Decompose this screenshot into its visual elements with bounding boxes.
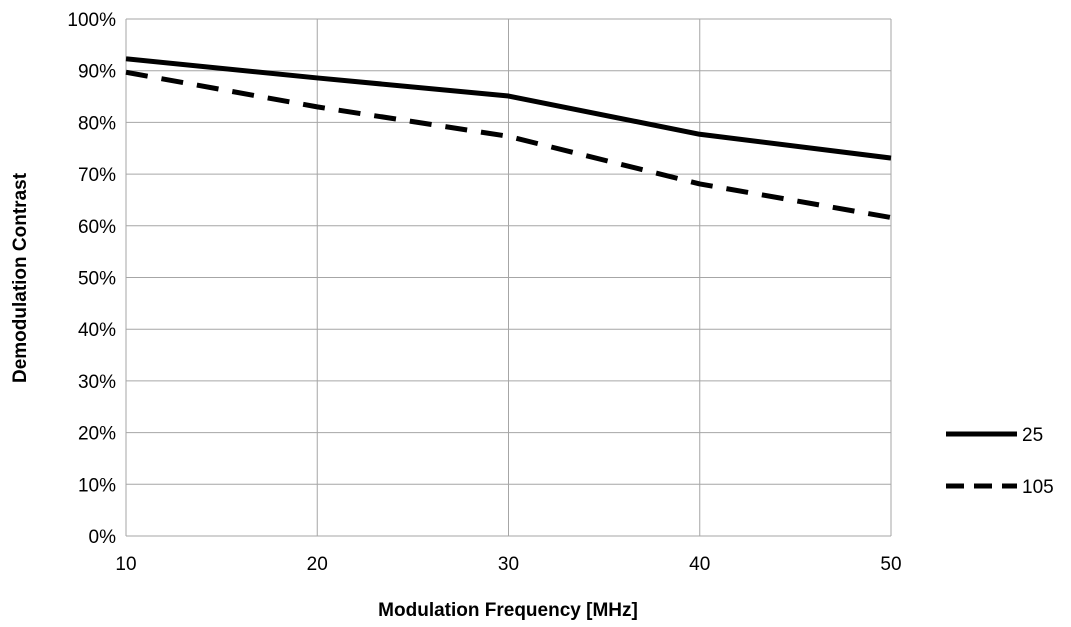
y-tick-label: 100% xyxy=(67,10,116,31)
y-tick-label: 60% xyxy=(78,217,116,238)
x-tick-label: 40 xyxy=(689,554,710,575)
y-tick-label: 70% xyxy=(78,165,116,186)
grid xyxy=(125,18,892,537)
y-tick-label: 30% xyxy=(78,372,116,393)
legend: 25 105 xyxy=(946,425,1054,498)
y-tick-label: 90% xyxy=(78,62,116,83)
y-tick-label: 40% xyxy=(78,320,116,341)
y-tick-label: 80% xyxy=(78,113,116,134)
x-tick-label: 30 xyxy=(498,554,519,575)
series-lines xyxy=(125,56,892,220)
y-axis-ticks: 0% 10% 20% 30% 40% 50% 60% 70% 80% 90% 100% xyxy=(67,10,116,548)
x-axis-ticks: 10 20 30 40 50 xyxy=(115,554,901,575)
y-tick-label: 0% xyxy=(89,527,117,548)
legend-label-105: 105 xyxy=(1022,477,1054,498)
y-tick-label: 50% xyxy=(78,269,116,290)
x-tick-label: 10 xyxy=(115,554,136,575)
legend-label-25: 25 xyxy=(1022,425,1043,446)
series-line-25 xyxy=(125,56,892,161)
y-axis-title: Demodulation Contrast xyxy=(10,172,31,383)
x-tick-label: 20 xyxy=(307,554,328,575)
series-line-105 xyxy=(125,69,892,220)
x-axis-title: Modulation Frequency [MHz] xyxy=(378,600,638,621)
y-tick-label: 10% xyxy=(78,475,116,496)
y-tick-label: 20% xyxy=(78,424,116,445)
x-tick-label: 50 xyxy=(880,554,901,575)
